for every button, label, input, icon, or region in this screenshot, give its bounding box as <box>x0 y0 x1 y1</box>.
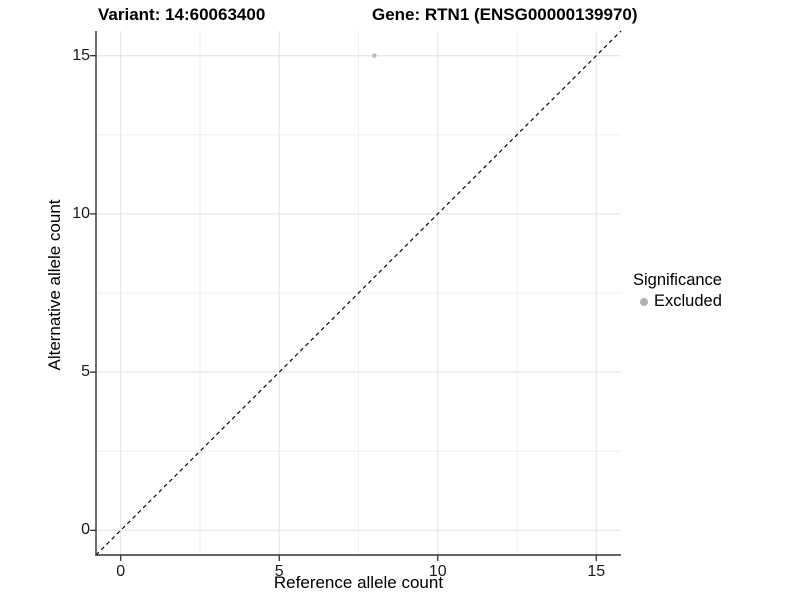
identity-dashed-line <box>95 30 622 556</box>
x-tick-label: 10 <box>428 563 447 580</box>
x-tick-label: 5 <box>274 563 284 580</box>
y-tick-label: 0 <box>81 521 90 539</box>
legend-title: Significance <box>633 271 722 289</box>
data-point <box>372 53 377 58</box>
y-axis-title: Alternative allele count <box>45 199 64 371</box>
legend-item-label: Excluded <box>654 292 722 310</box>
excluded-point-icon <box>640 297 648 306</box>
x-tick-label: 0 <box>116 563 126 580</box>
variant-title: Variant: 14:60063400 <box>98 5 266 24</box>
y-tick-label: 10 <box>72 204 90 222</box>
legend-item-excluded: Excluded <box>633 292 722 311</box>
x-tick-label: 15 <box>587 563 606 580</box>
y-tick-label: 5 <box>81 363 90 381</box>
y-tick-label: 15 <box>72 46 90 64</box>
x-axis-title: Reference allele count <box>273 573 444 592</box>
gene-title: Gene: RTN1 (ENSG00000139970) <box>372 5 638 24</box>
legend: Significance Excluded <box>633 271 722 311</box>
